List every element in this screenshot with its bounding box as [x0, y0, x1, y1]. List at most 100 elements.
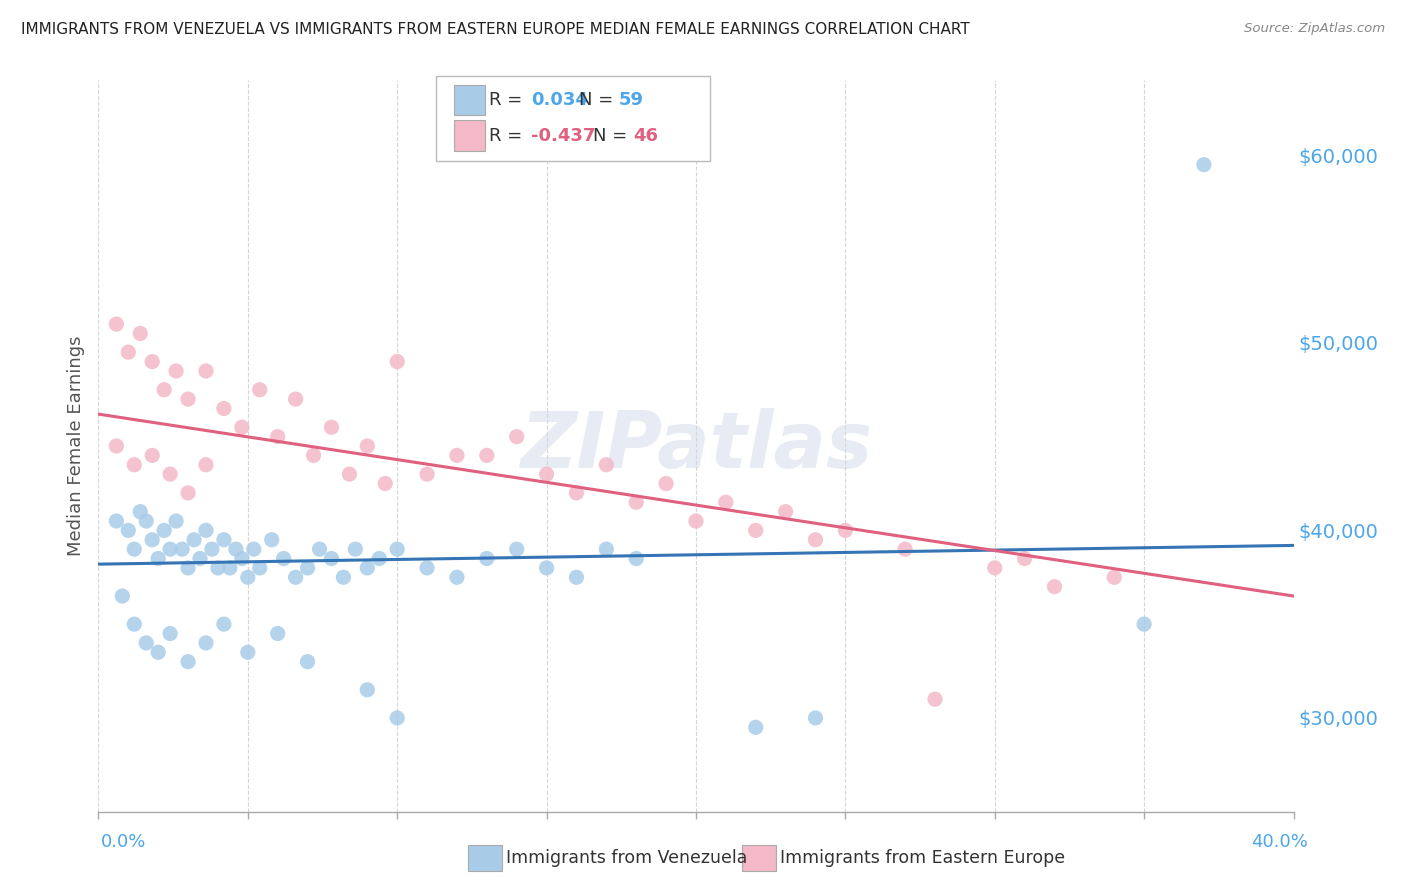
- Point: [148, 551, 170, 566]
- Point: [260, 533, 283, 547]
- Point: [236, 570, 259, 584]
- Point: [385, 711, 409, 725]
- Point: [212, 617, 235, 632]
- Point: [195, 364, 218, 378]
- Point: [565, 570, 588, 584]
- Point: [356, 561, 378, 575]
- Point: [172, 542, 194, 557]
- Point: [894, 542, 917, 557]
- Point: [385, 354, 409, 368]
- Point: [626, 495, 648, 509]
- Point: [475, 551, 498, 566]
- Point: [1043, 580, 1066, 594]
- Point: [321, 420, 343, 434]
- Point: [105, 439, 128, 453]
- Point: [332, 570, 354, 584]
- Point: [141, 449, 163, 463]
- Point: [111, 589, 134, 603]
- Text: ZIPatlas: ZIPatlas: [520, 408, 872, 484]
- Point: [284, 570, 307, 584]
- Point: [105, 317, 128, 331]
- Point: [195, 636, 218, 650]
- Point: [153, 524, 176, 538]
- Text: R =: R =: [489, 127, 529, 145]
- Point: [159, 626, 181, 640]
- Point: [124, 617, 146, 632]
- Point: [177, 561, 200, 575]
- Text: 40.0%: 40.0%: [1251, 833, 1308, 851]
- Point: [273, 551, 295, 566]
- Point: [148, 645, 170, 659]
- Text: R =: R =: [489, 91, 529, 109]
- Point: [714, 495, 737, 509]
- Text: 0.0%: 0.0%: [101, 833, 146, 851]
- Point: [177, 486, 200, 500]
- Point: [124, 458, 146, 472]
- Point: [626, 551, 648, 566]
- Point: [1192, 158, 1215, 172]
- Point: [1133, 617, 1156, 632]
- Point: [984, 561, 1007, 575]
- Point: [655, 476, 678, 491]
- Point: [201, 542, 224, 557]
- Point: [129, 505, 152, 519]
- Point: [236, 645, 259, 659]
- Point: [249, 561, 271, 575]
- Text: N =: N =: [579, 91, 619, 109]
- Point: [153, 383, 176, 397]
- Point: [141, 354, 163, 368]
- Point: [159, 542, 181, 557]
- Point: [321, 551, 343, 566]
- Point: [565, 486, 588, 500]
- Point: [141, 533, 163, 547]
- Point: [231, 420, 253, 434]
- Point: [249, 383, 271, 397]
- Point: [159, 467, 181, 482]
- Point: [195, 524, 218, 538]
- Point: [284, 392, 307, 406]
- Point: [308, 542, 330, 557]
- Point: [685, 514, 707, 528]
- Point: [506, 429, 529, 443]
- Point: [207, 561, 229, 575]
- Point: [536, 467, 558, 482]
- Point: [124, 542, 146, 557]
- Point: [804, 711, 827, 725]
- Point: [165, 364, 187, 378]
- Text: Immigrants from Eastern Europe: Immigrants from Eastern Europe: [780, 849, 1066, 867]
- Point: [385, 542, 409, 557]
- Point: [231, 551, 253, 566]
- Point: [188, 551, 211, 566]
- Point: [212, 533, 235, 547]
- Point: [446, 449, 468, 463]
- Point: [356, 682, 378, 697]
- Point: [129, 326, 152, 341]
- Point: [177, 392, 200, 406]
- Y-axis label: Median Female Earnings: Median Female Earnings: [66, 335, 84, 557]
- Point: [1014, 551, 1036, 566]
- Point: [374, 476, 396, 491]
- Point: [177, 655, 200, 669]
- Text: -0.437: -0.437: [531, 127, 596, 145]
- Point: [595, 542, 617, 557]
- Point: [475, 449, 498, 463]
- Point: [339, 467, 361, 482]
- Point: [775, 505, 797, 519]
- Point: [105, 514, 128, 528]
- Text: 59: 59: [619, 91, 644, 109]
- Point: [595, 458, 617, 472]
- Point: [368, 551, 391, 566]
- Point: [225, 542, 247, 557]
- Point: [302, 449, 325, 463]
- Point: [745, 524, 768, 538]
- Point: [297, 561, 319, 575]
- Point: [212, 401, 235, 416]
- Point: [344, 542, 367, 557]
- Text: IMMIGRANTS FROM VENEZUELA VS IMMIGRANTS FROM EASTERN EUROPE MEDIAN FEMALE EARNIN: IMMIGRANTS FROM VENEZUELA VS IMMIGRANTS …: [21, 22, 970, 37]
- Point: [536, 561, 558, 575]
- Point: [267, 626, 290, 640]
- Point: [924, 692, 946, 706]
- Text: Source: ZipAtlas.com: Source: ZipAtlas.com: [1244, 22, 1385, 36]
- Text: Immigrants from Venezuela: Immigrants from Venezuela: [506, 849, 748, 867]
- Text: N =: N =: [593, 127, 633, 145]
